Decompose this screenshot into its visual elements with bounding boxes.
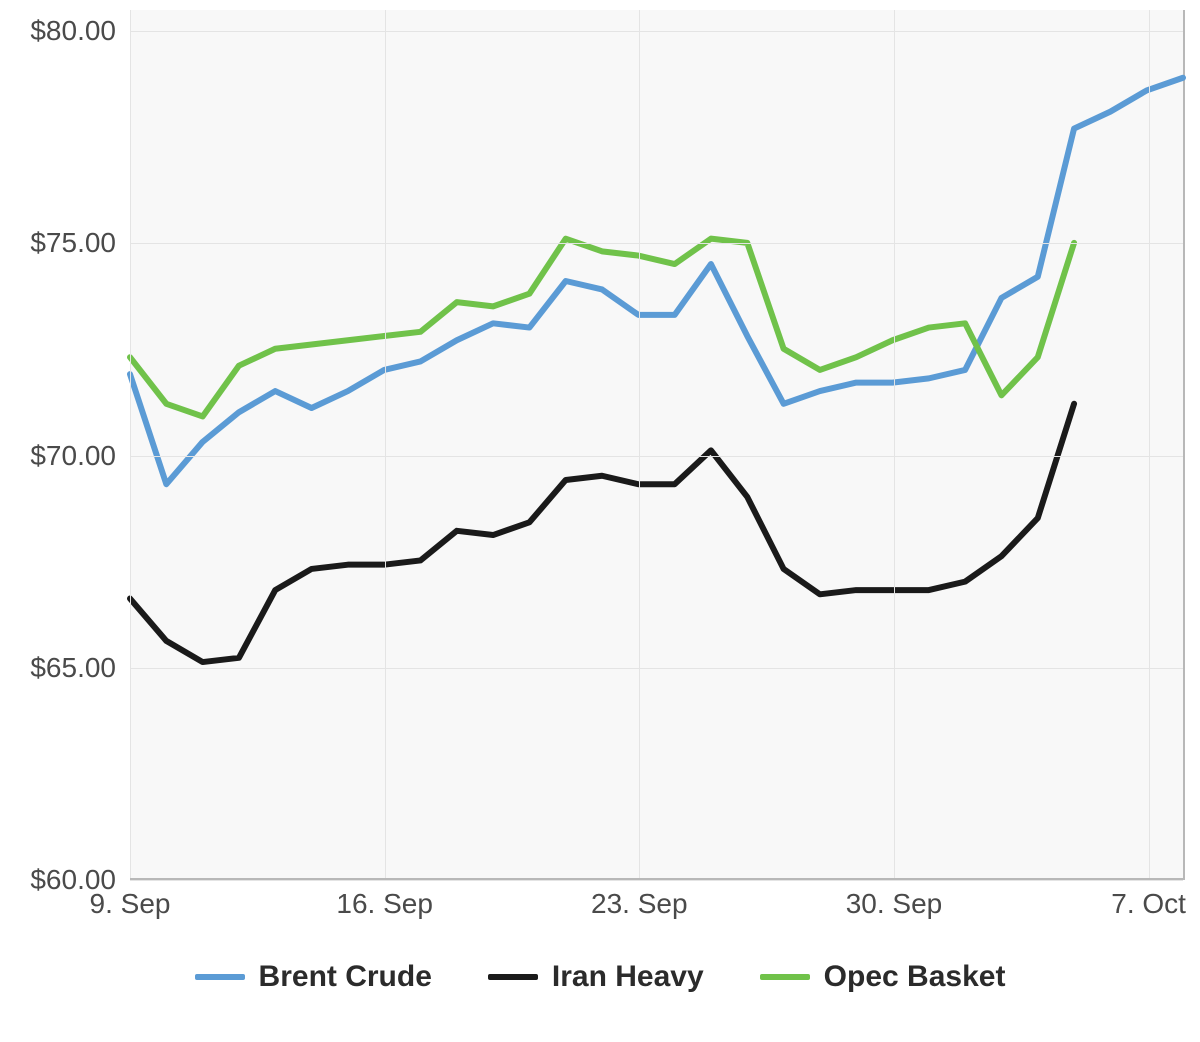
y-axis-tick-label: $70.00 [30,440,130,472]
gridline-h [130,456,1183,457]
gridline-v [894,10,895,878]
series-line [130,78,1183,484]
legend-swatch [760,974,810,980]
series-line [130,404,1074,662]
plot-area: $60.00$65.00$70.00$75.00$80.009. Sep16. … [130,10,1185,880]
gridline-h [130,31,1183,32]
legend-item[interactable]: Opec Basket [760,960,1006,994]
legend: Brent Crude Iran Heavy Opec Basket [0,960,1200,994]
legend-item[interactable]: Brent Crude [195,960,432,994]
x-axis-tick-label: 30. Sep [846,878,943,920]
gridline-h [130,668,1183,669]
gridline-v [639,10,640,878]
legend-swatch [488,974,538,980]
line-series-layer [130,10,1183,878]
y-axis-tick-label: $75.00 [30,227,130,259]
legend-item[interactable]: Iran Heavy [488,960,704,994]
y-axis-tick-label: $80.00 [30,15,130,47]
legend-label: Opec Basket [824,960,1006,994]
legend-label: Iran Heavy [552,960,704,994]
gridline-v [1149,10,1150,878]
gridline-h [130,243,1183,244]
legend-swatch [195,974,245,980]
gridline-v [385,10,386,878]
y-axis-tick-label: $65.00 [30,652,130,684]
gridline-v [130,10,131,878]
legend-label: Brent Crude [259,960,432,994]
x-axis-tick-label: 9. Sep [90,878,171,920]
x-axis-tick-label: 23. Sep [591,878,688,920]
oil-price-line-chart: $60.00$65.00$70.00$75.00$80.009. Sep16. … [0,0,1200,1042]
x-axis-tick-label: 16. Sep [336,878,433,920]
x-axis-tick-label: 7. Oct [1111,878,1186,920]
